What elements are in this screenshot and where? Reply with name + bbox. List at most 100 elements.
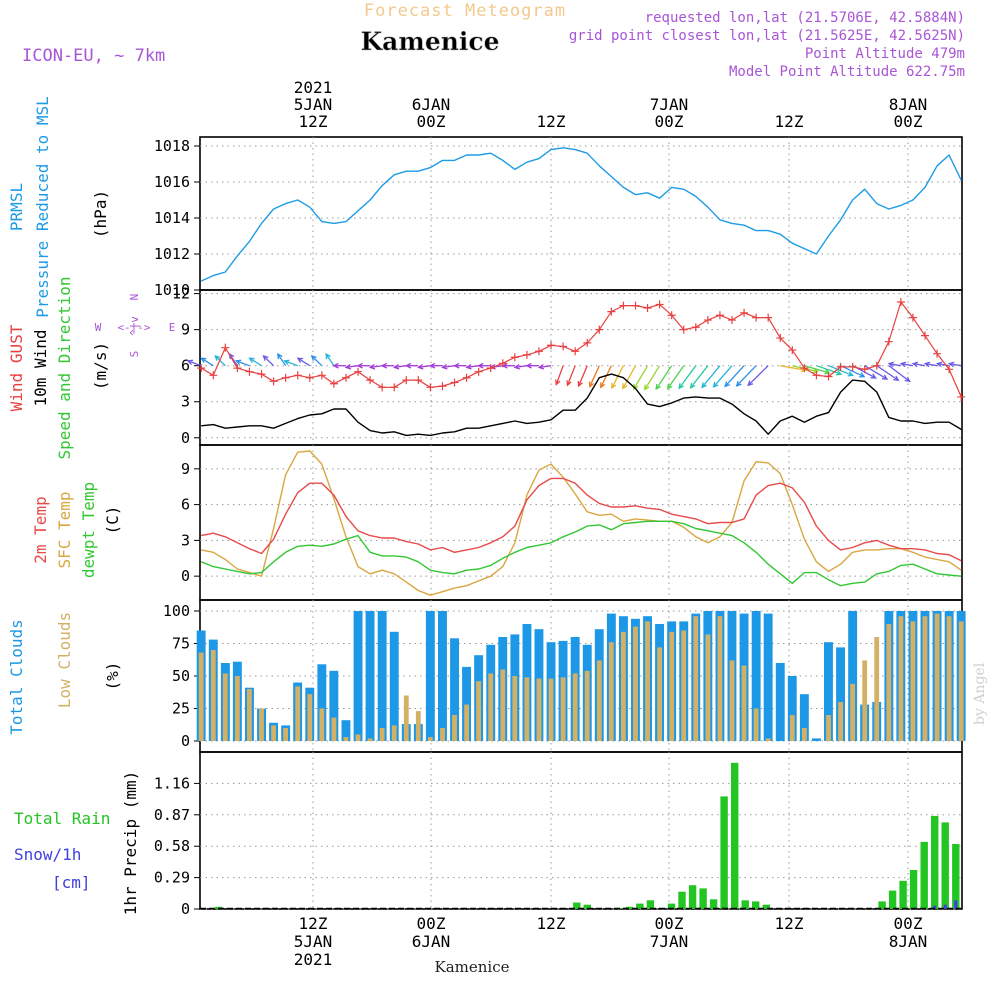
- wind-direction-arrow: [736, 365, 757, 387]
- total-cloud-bar: [341, 720, 351, 741]
- wind-direction-arrow: [539, 365, 552, 369]
- low-cloud-bar: [596, 660, 602, 741]
- y-tick-label: 0: [181, 900, 190, 918]
- gust-marker: [329, 379, 338, 388]
- total-cloud-bar: [438, 611, 447, 741]
- total-cloud-bar: [377, 611, 387, 741]
- total-cloud-bar: [317, 664, 327, 741]
- wind-arrow-head: [429, 362, 436, 369]
- bottom-time-label: 12Z: [775, 914, 804, 933]
- low-cloud-bar: [307, 694, 313, 741]
- temp-unit: (C): [103, 506, 122, 535]
- gust-marker: [848, 362, 857, 371]
- y-tick-label: 0.58: [154, 837, 190, 855]
- total-cloud-bar: [836, 647, 845, 741]
- gust-marker: [390, 383, 399, 392]
- wind-arrow-head: [392, 363, 400, 370]
- location-title: Kamenice: [360, 27, 499, 56]
- wind-direction-arrow: [913, 362, 926, 367]
- low-cloud-bar: [681, 630, 687, 741]
- total-cloud-bar: [389, 631, 399, 741]
- wind-direction-arrow: [888, 365, 910, 382]
- bottom-time-label: 7JAN: [650, 932, 689, 951]
- wind-arrow-head: [296, 357, 303, 363]
- wind-arrow-head: [248, 357, 255, 363]
- cloud-panel-labels: Total Clouds Low Clouds (%): [7, 612, 122, 735]
- y-tick-label: 9: [181, 460, 190, 478]
- gust-marker: [209, 371, 218, 380]
- rain-bar: [888, 890, 897, 909]
- wind-arrow-head: [200, 357, 207, 363]
- rain-bar: [931, 815, 939, 909]
- wind-direction-arrow: [394, 365, 407, 369]
- wind-panel: 0 3 6 9 12: [172, 285, 966, 447]
- wind-arrow-head: [283, 359, 290, 366]
- wind-arrow-head: [712, 381, 719, 388]
- gust-marker: [631, 301, 640, 310]
- gust-marker: [667, 311, 676, 320]
- gust-marker: [438, 382, 447, 391]
- wind-arrow-head: [600, 382, 606, 389]
- wind-direction-arrow: [633, 365, 649, 390]
- low-cloud-bar: [198, 652, 204, 741]
- top-time-label: 00Z: [655, 112, 684, 131]
- gust-marker: [450, 378, 459, 387]
- wind-arrow-head: [214, 355, 221, 361]
- bottom-time-label: 00Z: [894, 914, 923, 933]
- top-time-label: 2021: [294, 78, 333, 97]
- sfc-temp-line: [201, 450, 962, 596]
- total-cloud-bar: [799, 694, 809, 741]
- wind-arrow-head: [701, 382, 707, 389]
- gust-marker: [462, 373, 471, 382]
- dew-label: dewpt Temp: [79, 482, 98, 578]
- wind-arrow-head: [453, 362, 460, 369]
- low-cloud-bar: [789, 715, 795, 741]
- gust-marker: [715, 311, 724, 320]
- wind-direction-arrow: [622, 365, 637, 389]
- gust-marker: [245, 367, 254, 376]
- low-cloud-bar: [657, 647, 662, 741]
- y-tick-label: 3: [181, 393, 190, 411]
- gust-marker: [534, 347, 543, 356]
- low-cloud-bar: [645, 621, 650, 741]
- low-cloud-bar: [633, 626, 638, 741]
- gust-marker: [691, 323, 700, 332]
- low-cloud-bar: [874, 637, 880, 741]
- precip-axis-label: 1hr Precip (mm): [121, 771, 140, 916]
- wind-direction-arrow: [346, 365, 359, 369]
- gust-marker: [957, 392, 966, 401]
- gust-marker: [824, 372, 833, 381]
- low-cloud-bar: [572, 673, 578, 741]
- gust-marker: [305, 373, 314, 382]
- low-cloud-bar: [524, 677, 530, 741]
- compass-icon: W <-|-> E N ^|v S: [95, 294, 176, 358]
- precip-panel: 0 0.29 0.58 0.87 1.16: [154, 751, 963, 918]
- compass-w: W: [95, 321, 102, 334]
- y-tick-label: 1012: [154, 245, 190, 263]
- wind-arrow-head: [588, 381, 595, 388]
- sfc-label: SFC Temp: [55, 491, 74, 568]
- wind-arrow-head: [465, 363, 472, 370]
- snow-bar: [954, 900, 958, 909]
- wind-arrow-head: [566, 380, 572, 387]
- wind-direction-arrow: [701, 365, 721, 388]
- total-cloud-bar: [353, 611, 363, 741]
- total-cloud-bar: [450, 638, 459, 741]
- total-cloud-bar: [751, 611, 761, 741]
- wind-arrow-head: [911, 361, 919, 368]
- bottom-time-label: 00Z: [655, 914, 684, 933]
- y-tick-label: 1010: [154, 281, 190, 299]
- rain-bar: [909, 870, 918, 909]
- wind-panel-labels: Wind GUST 10m Wind Speed and Direction (…: [7, 276, 175, 459]
- point-altitude: Point Altitude 479m: [805, 46, 965, 62]
- rain-bar: [667, 903, 676, 909]
- compass-e: E: [169, 321, 176, 334]
- wind-arrow-head: [735, 380, 742, 387]
- wind-direction-arrow: [418, 365, 431, 369]
- gust-marker: [498, 359, 507, 368]
- low-cloud-bar: [946, 616, 952, 741]
- total-cloud-bar: [763, 613, 773, 741]
- gust-marker: [607, 307, 616, 316]
- low-cloud-bar: [584, 670, 590, 741]
- snow-label: Snow/1h: [14, 845, 81, 864]
